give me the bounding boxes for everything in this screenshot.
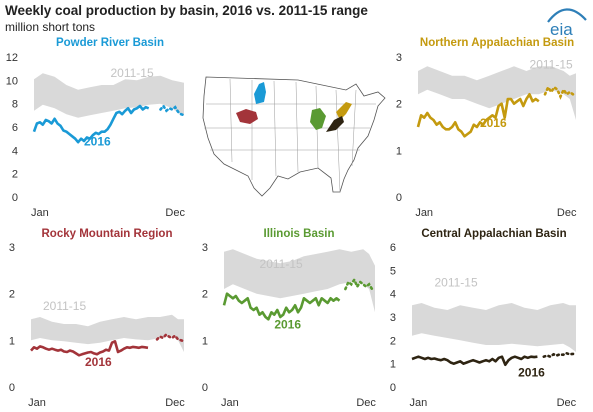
capp-estimate-line [542, 351, 578, 359]
illinois-series-line [222, 292, 341, 321]
rocky-ytick-label: 0 [9, 382, 15, 394]
rocky-estimate-line [155, 333, 186, 343]
rocky-title: Rocky Mountain Region [42, 228, 173, 240]
illinois-estimate-line [344, 276, 377, 291]
capp-range-label: 2011-15 [435, 276, 478, 290]
capp-series-label: 2016 [518, 366, 545, 380]
figure-title: Weekly coal production by basin, 2016 vs… [5, 3, 368, 18]
capp-chart: Central Appalachian Basin 0 1 2 3 4 5 6 Jan Dec 20… [390, 228, 578, 409]
capp-ytick-label: 2 [390, 335, 396, 347]
illinois-basin-region [310, 108, 326, 130]
central-appalachian-region [326, 116, 344, 132]
powder-xtick-label: Dec [165, 207, 185, 219]
capp-ytick-label: 4 [390, 289, 396, 301]
napp-xtick-label: Jan [415, 207, 433, 219]
napp-series-label: 2016 [480, 116, 507, 130]
napp-range-label: 2011-15 [530, 58, 573, 72]
powder-title: Powder River Basin [56, 37, 164, 49]
powder-chart: Powder River Basin 0 2 4 6 8 10 12 Jan Dec 2011-15… [6, 37, 186, 219]
powder-series-line [32, 104, 150, 144]
logo-text: eia [550, 20, 573, 39]
us-map [202, 76, 386, 197]
northern-appalachian-region [336, 102, 352, 120]
capp-ytick-label: 1 [390, 359, 396, 371]
illinois-title: Illinois Basin [264, 228, 335, 240]
powder-xtick-label: Jan [31, 207, 49, 219]
powder-ytick-label: 4 [12, 145, 18, 157]
rocky-series-label: 2016 [85, 355, 112, 369]
eia-logo: eia [547, 8, 587, 39]
illinois-ytick-label: 2 [202, 289, 208, 301]
powder-estimate-line [159, 103, 186, 117]
capp-ytick-label: 3 [390, 312, 396, 324]
capp-ytick-label: 5 [390, 265, 396, 277]
powder-range-band [34, 73, 184, 118]
illinois-xtick-label: Jan [221, 397, 239, 409]
powder-ytick-label: 10 [6, 75, 18, 87]
capp-title: Central Appalachian Basin [421, 228, 566, 240]
illinois-range-label: 2011-15 [260, 257, 303, 271]
illinois-range-band [224, 249, 375, 313]
napp-range-band [418, 66, 576, 120]
rocky-xtick-label: Jan [28, 397, 46, 409]
capp-ytick-label: 6 [390, 242, 396, 254]
powder-ytick-label: 6 [12, 122, 18, 134]
rocky-series-line [30, 339, 149, 357]
illinois-ytick-label: 3 [202, 242, 208, 254]
logo-arc-icon [547, 8, 587, 23]
napp-ytick-label: 1 [396, 145, 402, 157]
illinois-xtick-label: Dec [356, 397, 376, 409]
rocky-range-label: 2011-15 [43, 299, 86, 313]
rocky-chart: Rocky Mountain Region 0 1 2 3 Jan Dec 2011-15 20… [9, 228, 186, 409]
napp-ytick-label: 2 [396, 99, 402, 111]
rocky-xtick-label: Dec [165, 397, 185, 409]
rocky-ytick-label: 1 [9, 335, 15, 347]
illinois-series-label: 2016 [274, 318, 301, 332]
capp-xtick-label: Jan [410, 397, 428, 409]
figure-subtitle: million short tons [5, 20, 95, 34]
rocky-range-band [31, 314, 184, 352]
rocky-ytick-label: 2 [9, 289, 15, 301]
powder-ytick-label: 12 [6, 52, 18, 64]
powder-ytick-label: 0 [12, 192, 18, 204]
powder-ytick-label: 8 [12, 99, 18, 111]
capp-series-line [411, 355, 538, 367]
us-outline [202, 76, 386, 197]
napp-series-line [416, 93, 540, 138]
illinois-ytick-label: 1 [202, 335, 208, 347]
napp-chart: Northern Appalachian Basin 0 1 2 3 Jan Dec 2011… [396, 37, 578, 219]
powder-ytick-label: 2 [12, 169, 18, 181]
capp-range-band [412, 303, 576, 352]
napp-ytick-label: 3 [396, 52, 402, 64]
powder-river-region [254, 82, 266, 104]
capp-ytick-label: 0 [390, 382, 396, 394]
napp-estimate-line [543, 84, 578, 100]
illinois-ytick-label: 0 [202, 382, 208, 394]
illinois-chart: Illinois Basin 0 1 2 3 Jan Dec 2011-15 2016 [202, 228, 377, 409]
rocky-ytick-label: 3 [9, 242, 15, 254]
capp-xtick-label: Dec [557, 397, 577, 409]
napp-ytick-label: 0 [396, 192, 402, 204]
napp-xtick-label: Dec [557, 207, 577, 219]
powder-series-label: 2016 [84, 135, 111, 149]
powder-range-label: 2011-15 [110, 66, 153, 80]
rocky-mountain-region [236, 109, 258, 124]
napp-title: Northern Appalachian Basin [420, 37, 574, 49]
